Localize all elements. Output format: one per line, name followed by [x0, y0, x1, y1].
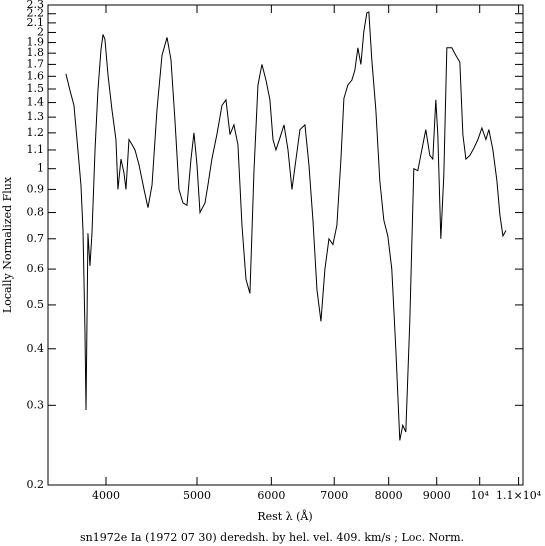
y-tick-label: 1.2	[27, 126, 45, 139]
y-tick-label: 0.9	[27, 182, 45, 195]
y-tick-label: 0.4	[27, 342, 45, 355]
y-tick-label: 0.5	[27, 298, 45, 311]
x-tick-label: 8000	[375, 489, 403, 502]
y-tick-label: 1	[37, 162, 44, 175]
x-axis-label: Rest λ (Å)	[257, 509, 312, 523]
x-tick-label: 10⁴	[470, 489, 489, 502]
plot-frame	[47, 4, 524, 486]
y-tick-label: 0.2	[27, 478, 45, 491]
x-tick-label: 9000	[423, 489, 451, 502]
y-tick-label: 2.3	[27, 0, 45, 11]
x-tick-label: 5000	[183, 489, 211, 502]
y-tick-label: 1.4	[27, 96, 45, 109]
x-tick-label: 6000	[257, 489, 285, 502]
y-tick-label: 1.5	[27, 82, 45, 95]
y-tick-label: 1.8	[27, 46, 45, 59]
x-tick-label: 7000	[320, 489, 348, 502]
y-tick-label: 2	[37, 25, 44, 38]
y-tick-label: 2.2	[27, 7, 45, 20]
y-tick-label: 0.7	[27, 232, 45, 245]
y-tick-label: 1.1	[27, 143, 45, 156]
y-tick-label: 1.7	[27, 57, 45, 70]
x-tick-label: 1.1×10⁴	[496, 489, 542, 502]
spectrum-line	[65, 11, 507, 441]
y-tick-label: 1.6	[27, 69, 45, 82]
y-tick-label: 1.3	[27, 110, 45, 123]
y-tick-label: 1.9	[27, 36, 45, 49]
caption: sn1972e Ia (1972 07 30) deredsh. by hel.…	[80, 531, 464, 544]
x-tick-label: 4000	[92, 489, 120, 502]
y-tick-label: 2.1	[27, 16, 45, 29]
y-tick-label: 0.8	[27, 206, 45, 219]
y-tick-label: 0.6	[27, 262, 45, 275]
y-axis-label: Locally Normalized Flux	[1, 176, 14, 313]
y-tick-label: 0.3	[27, 398, 45, 411]
